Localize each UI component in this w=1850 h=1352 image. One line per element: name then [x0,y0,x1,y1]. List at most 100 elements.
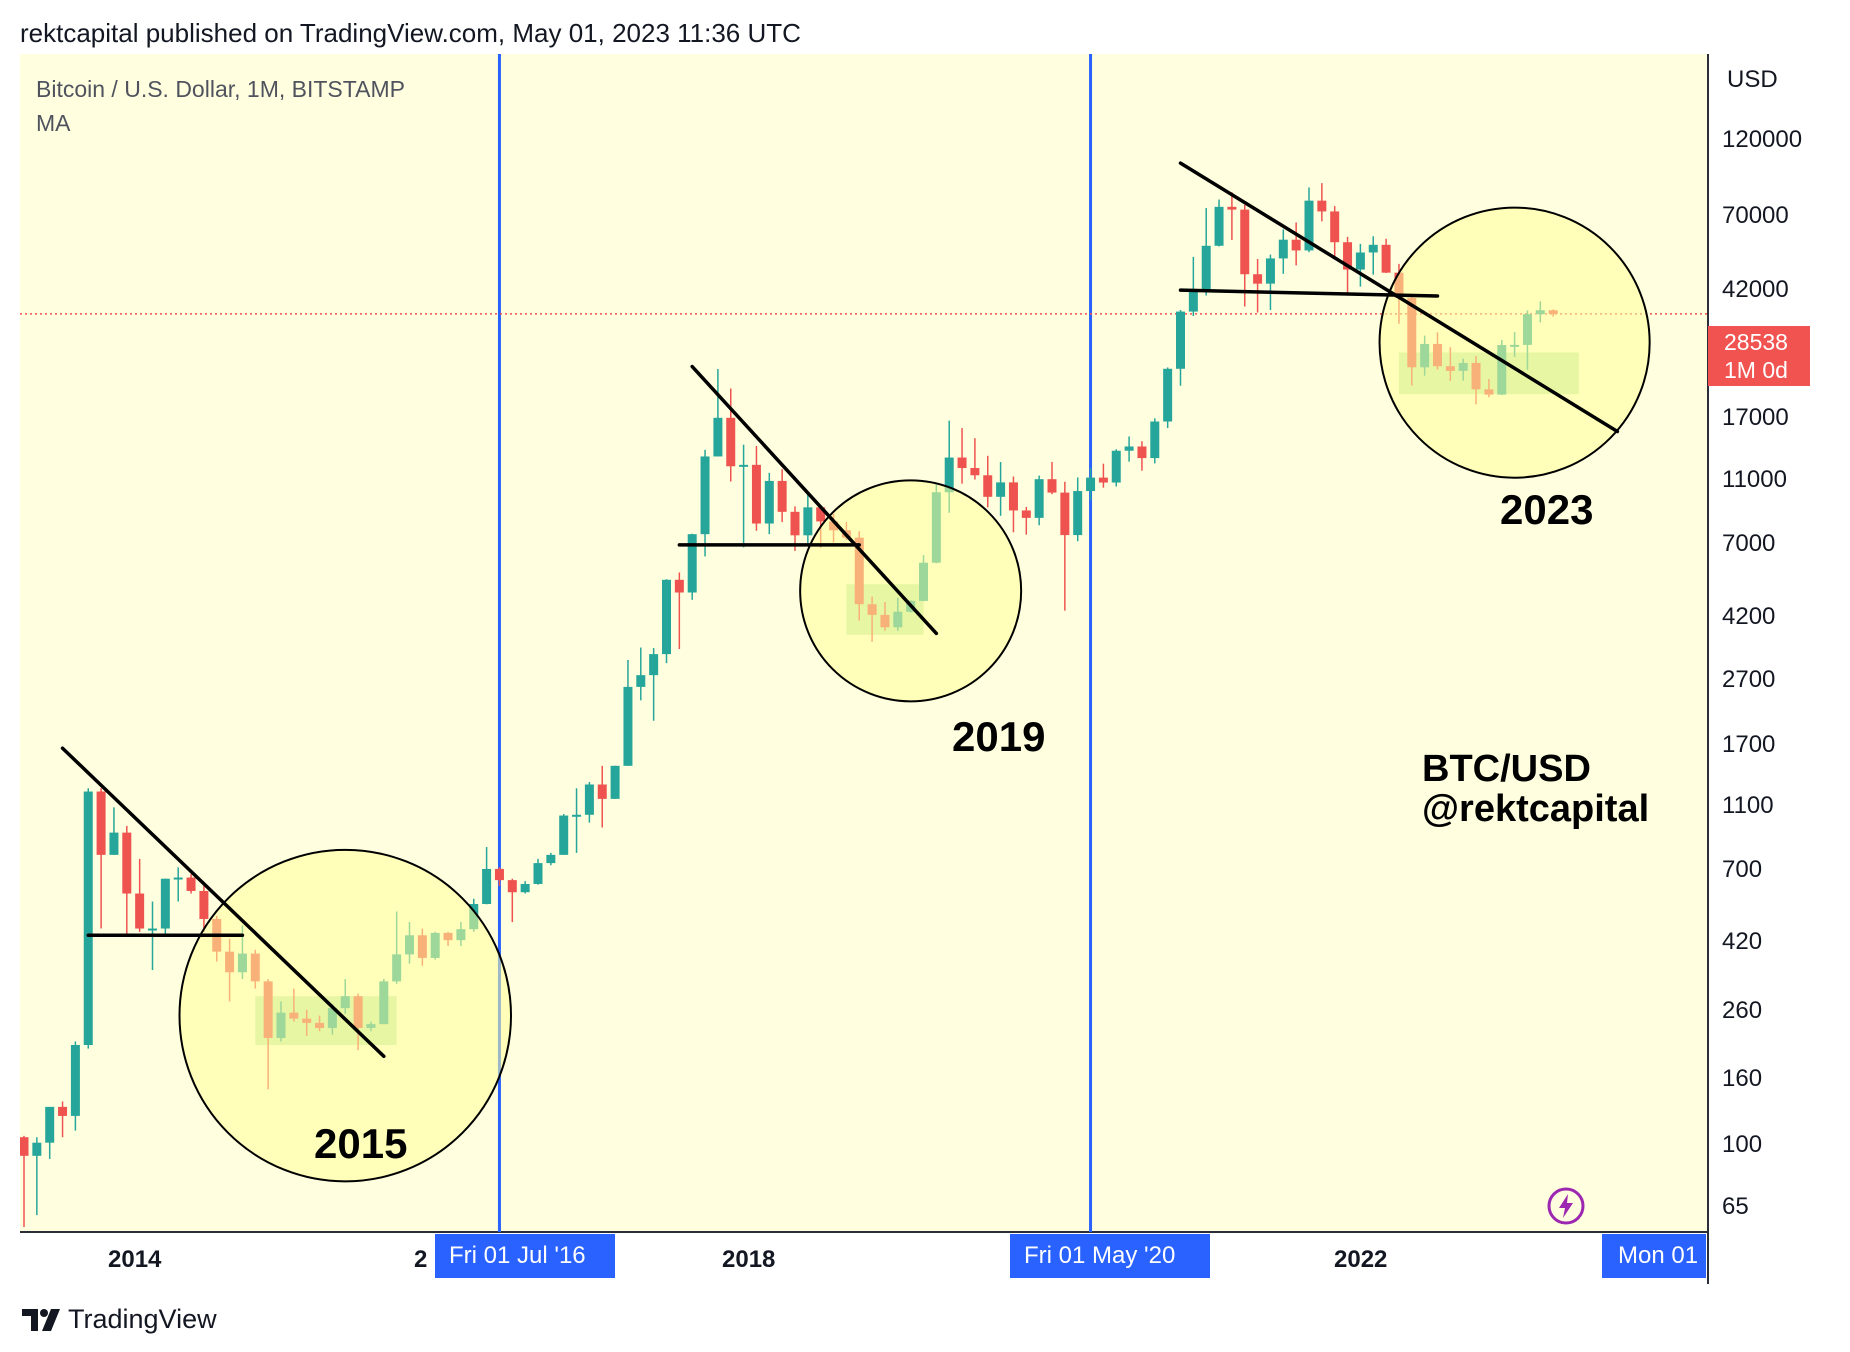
candle-up [482,868,492,905]
candle-up [739,464,749,467]
price-tick: 11000 [1722,466,1787,493]
breakout-circle [799,479,1023,703]
candle-down [1137,446,1147,459]
candle-down [816,507,826,522]
tradingview-logo[interactable]: TradingView [20,1304,217,1335]
candle-down [1008,482,1018,511]
candle-up [1163,368,1173,422]
price-tick: 260 [1722,997,1763,1024]
candle-down [1317,200,1327,212]
candle-down [1330,211,1340,243]
price-tick: 7000 [1722,530,1776,557]
candle-up [1201,245,1211,292]
trendline [1178,161,1620,434]
candle-up [584,784,594,815]
candle-up [764,480,774,524]
current-price-value: 28538 [1724,329,1788,355]
candle-down [58,1106,68,1116]
price-tick: 1700 [1722,731,1776,758]
candle-up [559,815,569,855]
symbol-title[interactable]: Bitcoin / U.S. Dollar, 1M, BITSTAMP [36,76,405,102]
price-scale[interactable] [1707,54,1840,1284]
price-scale-divider [1707,54,1709,1284]
candle-up [533,863,543,884]
candle-down [957,457,967,469]
candle-up [687,534,697,593]
candle-down [1227,206,1237,210]
candle-up [662,579,671,655]
candle-up [70,1044,80,1116]
candle-up [1265,258,1275,284]
candle-up [160,878,170,929]
candle-down [1381,244,1391,273]
price-tick: 100 [1722,1131,1763,1158]
candle-up [546,854,556,864]
candle-down [1021,510,1031,518]
trendline [690,364,939,636]
candle-up [996,482,1006,497]
year-label-2023: 2023 [1500,486,1594,533]
published-header: rektcapital published on TradingView.com… [20,18,801,48]
candle-up [109,832,119,855]
price-tick: 120000 [1722,126,1803,153]
price-tick: 42000 [1722,276,1789,303]
candle-down [1060,492,1070,536]
candle-up [649,654,659,676]
candle-down [135,893,145,929]
candle-up [1278,239,1288,259]
price-tick: 160 [1722,1065,1763,1092]
annotation-pair: BTC/USD [1422,748,1591,790]
candle-up [1150,421,1160,459]
candle-up [1176,311,1185,369]
candle-down [751,464,761,524]
candle-down [983,475,993,497]
candle-up [45,1106,55,1143]
tradingview-logo-text: TradingView [68,1304,217,1334]
time-marker-halving-2016[interactable]: Fri 01 Jul '16 [435,1234,615,1278]
time-scale[interactable] [20,1232,1707,1284]
candle-down [494,868,504,881]
candle-down [674,579,684,593]
candle-up [713,417,723,457]
candle-up [1214,206,1224,246]
breakout-circle [1378,206,1651,479]
time-marker-halving-2020[interactable]: Fri 01 May '20 [1010,1234,1210,1278]
currency-label[interactable]: USD [1727,66,1778,93]
price-tick: 65 [1722,1193,1749,1220]
candle-down [777,480,787,512]
candle-up [1111,450,1121,483]
trendline [60,746,386,1058]
time-tick: 2 [414,1246,428,1273]
time-marker-current[interactable]: Mon 01 [1602,1234,1706,1278]
indicator-label[interactable]: MA [36,110,71,136]
candle-down [20,1137,29,1156]
candle-up [1355,252,1365,270]
candle-up [572,814,582,817]
candle-up [83,791,93,1045]
candle-down [122,832,132,894]
candle-up [1124,446,1134,451]
candle-down [96,791,106,855]
time-tick: 2018 [722,1246,776,1273]
breakout-circle [178,848,512,1183]
candle-down [186,877,196,891]
candle-down [1240,209,1250,275]
candle-down [1343,242,1353,270]
candle-up [623,686,633,766]
time-scale-divider [20,1231,1707,1233]
tradingview-logo-icon [22,1308,60,1331]
candle-down [970,468,980,476]
year-label-2015: 2015 [314,1120,408,1167]
current-period-countdown: 1M 0d [1724,357,1788,383]
candle-up [803,507,813,536]
candle-up [610,765,620,799]
candle-up [148,928,157,931]
lightning-icon[interactable] [1546,1186,1586,1226]
candle-up [1368,244,1378,253]
candle-down [507,880,517,893]
candle-down [1291,239,1301,251]
candle-down [597,784,607,799]
candle-up [1188,291,1198,312]
candle-down [199,890,209,919]
candle-up [32,1142,42,1156]
